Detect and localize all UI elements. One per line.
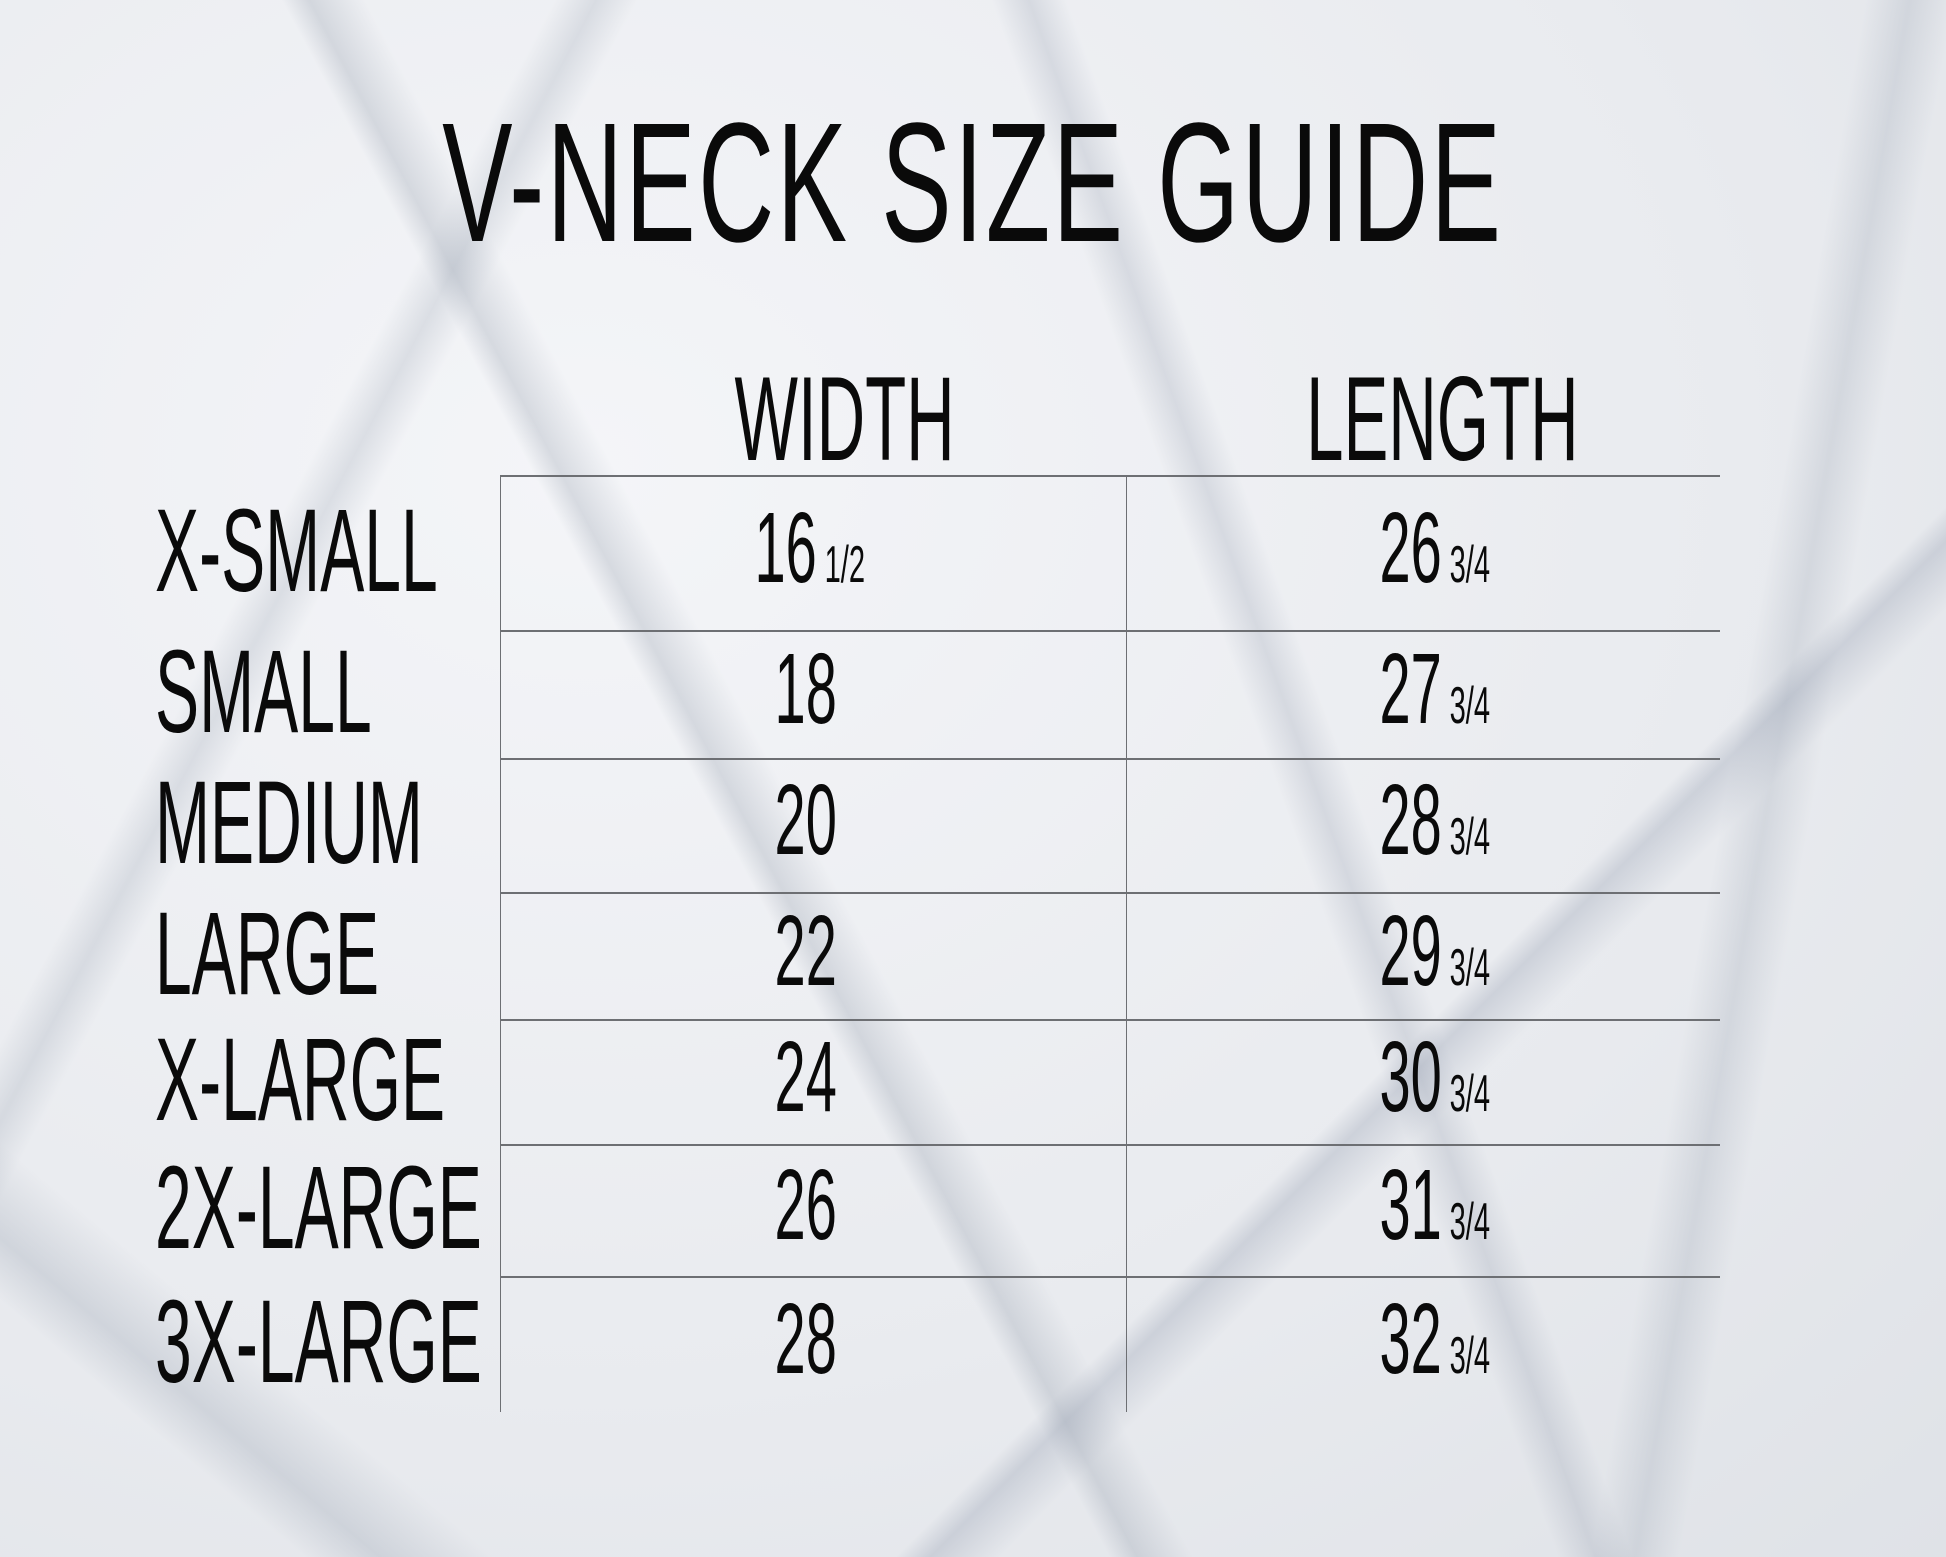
grid-line [500,630,1720,632]
size-label: X-SMALL [155,484,438,617]
grid-line [500,1276,1720,1278]
width-value: 28 [774,1283,838,1395]
size-label: 3X-LARGE [155,1276,482,1408]
grid-line [500,1144,1720,1146]
grid-line [500,475,501,1412]
grid-line [500,1019,1720,1021]
size-label: LARGE [155,887,380,1020]
length-value: 30 3/4 [1379,1020,1491,1133]
length-value: 26 3/4 [1379,491,1491,604]
page-title: V-NECK SIZE GUIDE [442,88,1504,278]
size-label: X-LARGE [155,1013,446,1146]
grid-line [500,892,1720,894]
size-label: MEDIUM [155,757,423,889]
width-value: 22 [774,894,838,1007]
length-value: 28 3/4 [1379,764,1491,876]
column-header-width: WIDTH [734,352,956,486]
length-value: 27 3/4 [1379,633,1491,745]
grid-line [1126,475,1127,1412]
length-value: 31 3/4 [1379,1149,1491,1261]
length-value: 32 3/4 [1379,1283,1491,1395]
size-label: SMALL [155,626,372,758]
grid-line [500,475,1720,477]
width-value: 26 [774,1149,838,1261]
column-header-length: LENGTH [1305,352,1579,486]
length-value: 29 3/4 [1379,894,1491,1007]
width-value: 24 [774,1020,838,1133]
width-value: 16 1/2 [754,491,866,604]
grid-line [500,758,1720,760]
width-value: 20 [774,764,838,876]
size-label: 2X-LARGE [155,1142,482,1274]
width-value: 18 [774,633,838,745]
